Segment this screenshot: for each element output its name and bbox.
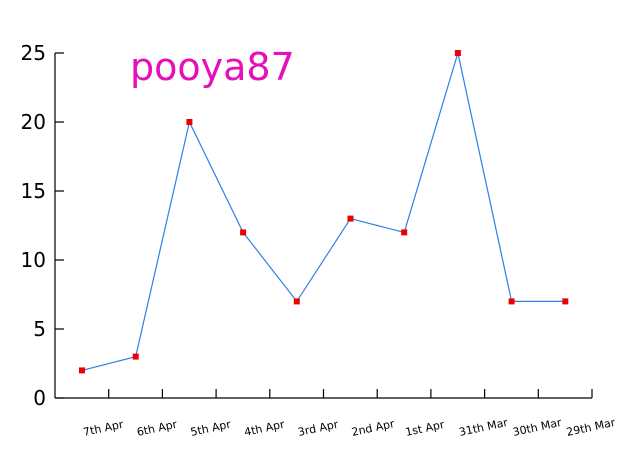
data-point [293,298,300,305]
x-tick-label: 29th Mar [565,416,617,439]
data-point [401,229,408,236]
x-axis-ticks: 7th Apr 6th Apr 5th Apr 4th Apr 3rd Apr 2nd A… [82,389,617,439]
y-axis-ticks: 0 5 10 15 20 25 [21,41,64,410]
y-tick-label: 15 [21,179,46,203]
x-tick-label: 7th Apr [82,418,125,439]
x-tick-label: 2nd Apr [350,417,396,439]
x-tick-label: 4th Apr [243,418,286,439]
y-tick-label: 20 [21,110,46,134]
x-tick-label: 5th Apr [189,418,232,439]
y-tick-label: 25 [21,41,46,65]
data-point [347,215,354,222]
series-line [81,52,566,371]
data-point [186,119,193,125]
y-tick-label: 0 [33,386,46,410]
x-tick-label: 6th Apr [136,418,179,439]
data-point [454,50,461,56]
chart-axes [54,53,592,399]
data-point [240,229,247,236]
chart-title: pooya87 [130,45,295,89]
data-point [132,353,139,360]
series-line-group [81,52,566,371]
x-tick-label: 1st Apr [404,418,446,439]
data-point-markers [79,50,569,374]
x-tick-label: 30th Mar [512,416,564,439]
data-point [508,298,515,305]
y-tick-label: 5 [33,317,46,341]
x-tick-label: 3rd Apr [297,418,340,439]
x-tick-label: 31th Mar [458,416,510,439]
y-tick-label: 10 [21,248,46,272]
data-point [79,367,85,374]
data-point [562,298,569,305]
